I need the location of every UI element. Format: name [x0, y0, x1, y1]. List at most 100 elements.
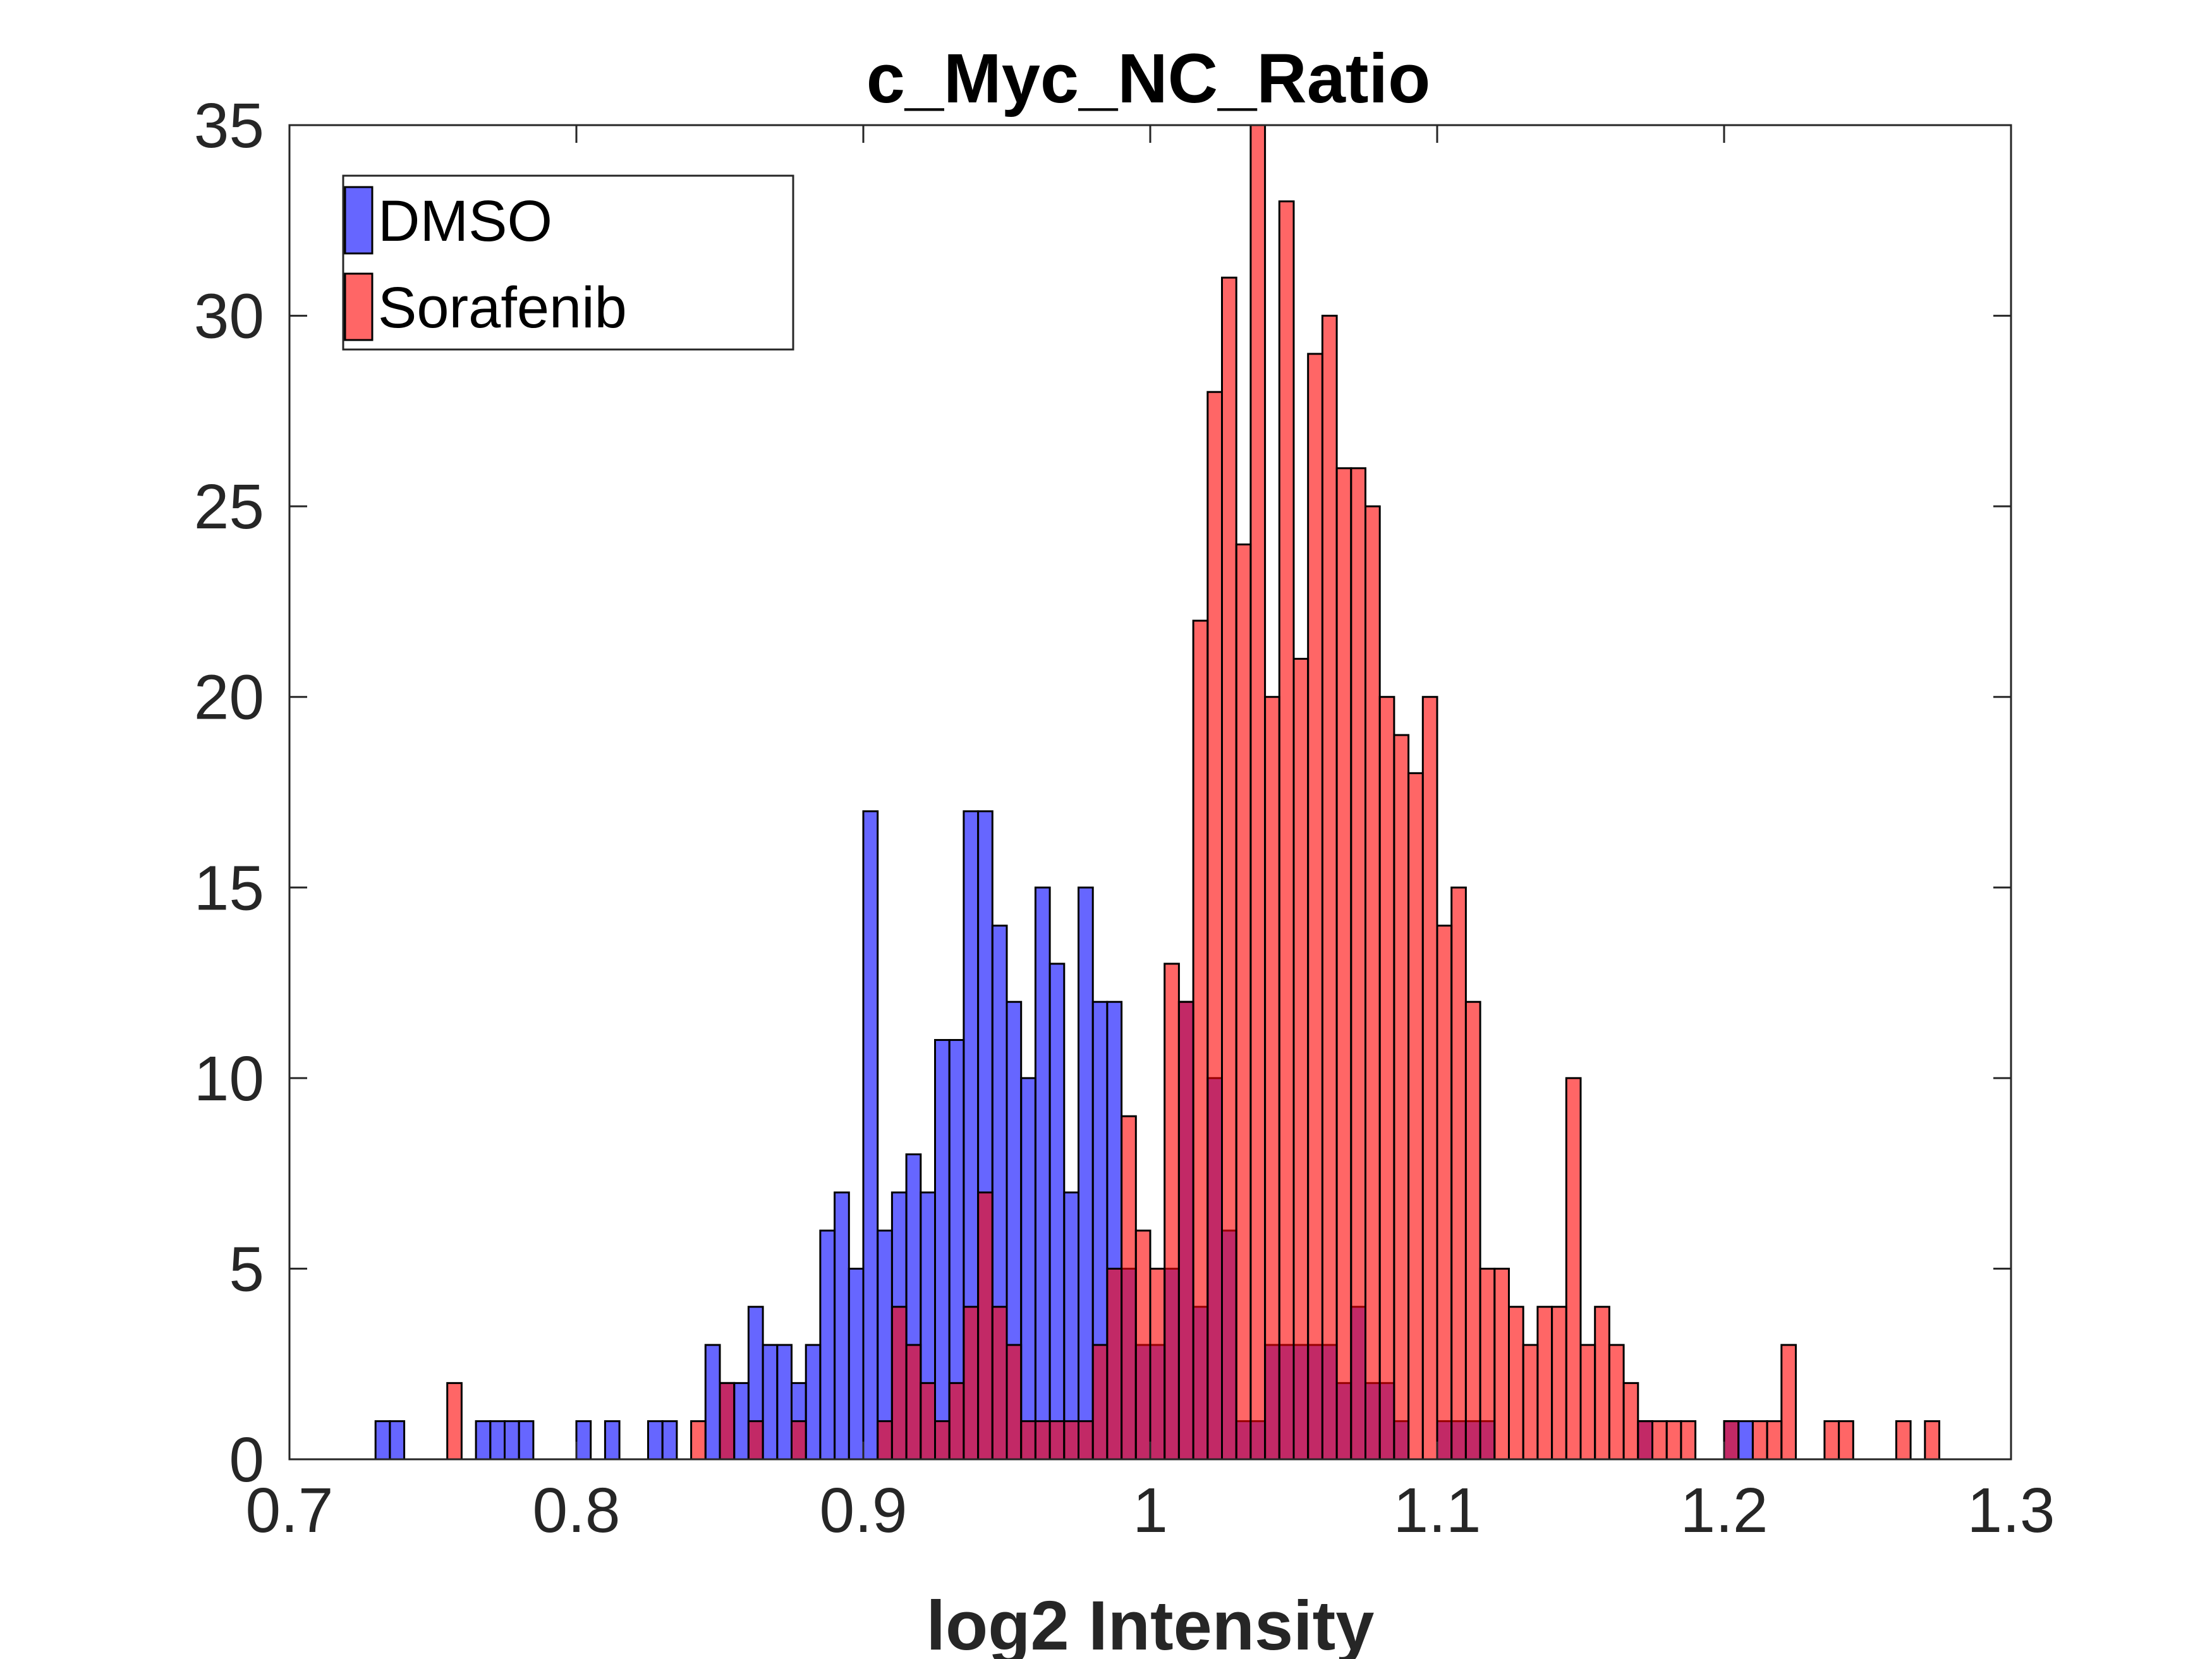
histogram-bar	[1536, 1306, 1553, 1461]
legend-label-dmso: DMSO	[378, 189, 552, 253]
y-tick-label: 30	[194, 281, 264, 352]
histogram-bar	[1838, 1420, 1854, 1461]
histogram-bar	[489, 1420, 506, 1461]
legend-swatch-dmso	[344, 186, 374, 255]
x-axis-label: log2 Intensity	[927, 1587, 1375, 1659]
histogram-bar	[1723, 1420, 1740, 1461]
histogram-bar	[475, 1420, 492, 1461]
histogram-bar	[1766, 1420, 1783, 1461]
histogram-bar	[1235, 543, 1252, 1461]
histogram-bar	[1436, 925, 1453, 1461]
histogram-bar	[991, 1306, 1008, 1461]
y-tick-label: 20	[194, 662, 264, 733]
histogram-bar	[661, 1420, 678, 1461]
histogram-bar	[1622, 1382, 1639, 1461]
histogram-bar	[518, 1420, 535, 1461]
legend-box	[342, 174, 794, 351]
histogram-bar	[834, 1191, 850, 1461]
x-tick-label: 1.2	[1680, 1475, 1768, 1546]
histogram-bar	[1522, 1344, 1539, 1461]
histogram-bar	[934, 1420, 951, 1461]
histogram-bar	[504, 1420, 520, 1461]
histogram-bar	[1393, 734, 1410, 1461]
histogram-bar	[1364, 505, 1381, 1461]
histogram-bar	[1278, 200, 1295, 1461]
histogram-bar	[389, 1420, 406, 1461]
histogram-bar	[890, 1306, 908, 1461]
histogram-bar	[1192, 619, 1209, 1461]
histogram-bar	[1608, 1344, 1625, 1461]
x-tick-label: 1	[1133, 1475, 1168, 1546]
histogram-bar	[1780, 1344, 1797, 1461]
histogram-bar	[1078, 886, 1094, 1461]
histogram-bar	[1034, 1420, 1051, 1461]
histogram-bar	[1020, 1077, 1036, 1461]
y-tick-label: 35	[194, 90, 264, 161]
histogram-bar	[877, 1420, 893, 1461]
histogram-bar	[1737, 1420, 1754, 1461]
histogram-bar	[1134, 1229, 1152, 1461]
legend-label-sorafenib: Sorafenib	[378, 276, 627, 340]
histogram-bar	[1665, 1420, 1682, 1461]
y-tick-label: 15	[194, 853, 264, 923]
histogram-bar	[1206, 391, 1224, 1461]
histogram-bar	[1421, 696, 1438, 1461]
histogram-bar	[1579, 1344, 1596, 1461]
x-tick-label: 0.9	[819, 1475, 907, 1546]
histogram-bar	[862, 810, 879, 1461]
chart-title: c_Myc_NC_Ratio	[866, 40, 1431, 118]
histogram-bar	[1407, 772, 1424, 1461]
histogram-bar	[446, 1382, 463, 1461]
histogram-bar	[920, 1382, 937, 1461]
axes-layer: 0.7 0.8 0.9 1 1.1 1.2 1.3 0 5 10 15 20 25 30 35	[194, 90, 2055, 1546]
histogram-bar	[1493, 1267, 1510, 1461]
histogram-bar	[1565, 1077, 1582, 1461]
histogram-bar	[1177, 1000, 1194, 1461]
histogram-bar	[575, 1420, 592, 1461]
histogram-bar	[977, 1191, 994, 1461]
histogram-bar	[1350, 467, 1367, 1461]
histogram-bar	[704, 1344, 721, 1461]
histogram-bar	[1006, 1344, 1023, 1461]
histogram-bar	[1508, 1306, 1524, 1461]
histogram-bar	[1895, 1420, 1912, 1461]
series-sorafenib	[446, 124, 1941, 1461]
histogram-bar	[1450, 886, 1467, 1461]
histogram-bar	[1164, 963, 1180, 1461]
histogram-bar	[1680, 1420, 1697, 1461]
histogram-bar	[1292, 657, 1310, 1461]
histogram-bar	[374, 1420, 391, 1461]
histogram-bar	[1149, 1267, 1166, 1461]
histogram-bar	[1551, 1306, 1567, 1461]
legend-swatch-sorafenib	[344, 272, 374, 341]
histogram-bar	[1751, 1420, 1768, 1461]
y-tick-label: 5	[229, 1234, 264, 1304]
histogram-bar	[1924, 1420, 1941, 1461]
histogram-bar	[948, 1382, 965, 1461]
histogram-bar	[1048, 1420, 1066, 1461]
histogram-bar	[1637, 1420, 1654, 1461]
histogram-bar	[1106, 1267, 1123, 1461]
histogram-bar	[1020, 1420, 1036, 1461]
histogram-bar	[1078, 1420, 1094, 1461]
histogram-bar	[690, 1420, 707, 1461]
histogram-bar	[1063, 1420, 1080, 1461]
histogram-bar	[747, 1420, 764, 1461]
y-tick-label: 25	[194, 471, 264, 542]
histogram-bar	[905, 1344, 922, 1461]
histogram-bar	[1264, 696, 1280, 1461]
histogram-bar	[1221, 276, 1237, 1461]
histogram-bar	[762, 1344, 779, 1461]
histogram-bar	[1464, 1000, 1481, 1461]
histogram-bar	[719, 1382, 736, 1461]
histogram-bar	[805, 1344, 822, 1461]
histogram-bar	[733, 1382, 750, 1461]
histogram-bar	[1823, 1420, 1840, 1461]
histogram-bar	[1321, 315, 1338, 1461]
histogram-bar	[963, 1306, 980, 1461]
histogram-bar	[1378, 696, 1395, 1461]
histogram-bar	[1091, 1344, 1109, 1461]
x-tick-label: 1.1	[1393, 1475, 1481, 1546]
histogram-bar	[1063, 1191, 1080, 1461]
